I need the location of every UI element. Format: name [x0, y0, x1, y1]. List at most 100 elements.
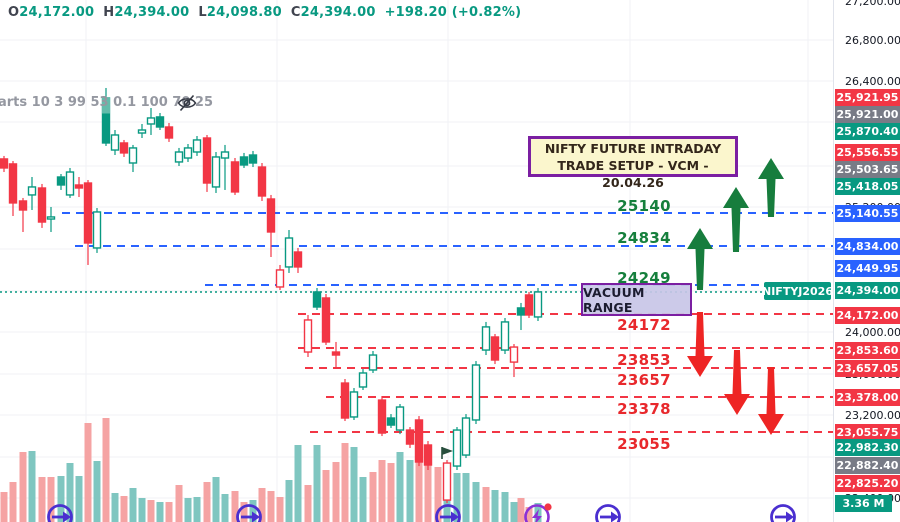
price-axis[interactable]: 27,200.0026,800.0026,400.0025,200.0024,0… — [833, 0, 900, 522]
volume-bar — [491, 490, 499, 522]
candle-body — [284, 237, 294, 268]
volume-bar — [111, 493, 119, 522]
price-label-box: 23,657.05 — [835, 359, 900, 377]
candle-body — [293, 251, 303, 268]
candle-body — [340, 382, 350, 419]
candle-body-cap — [102, 97, 110, 114]
level-lines[interactable] — [0, 212, 833, 433]
level-text-24249[interactable]: 24249 — [617, 269, 671, 287]
cycle-arrow-marker-icon[interactable] — [43, 499, 77, 522]
level-text-24834[interactable]: 24834 — [617, 229, 671, 247]
close-value: 24,394.00 — [300, 5, 376, 20]
candle-body — [74, 184, 84, 189]
volume-bar — [510, 502, 518, 522]
candle-body — [202, 137, 212, 184]
volume-bar — [472, 482, 480, 522]
volume-bar — [84, 423, 92, 522]
price-label-box: 25,140.55 — [835, 204, 900, 222]
axis-tick: 23,200.00 — [845, 409, 900, 422]
volume-bar — [57, 476, 65, 522]
up-arrow-icon — [687, 228, 713, 290]
volume-bar — [387, 463, 395, 522]
candle-body — [405, 429, 415, 445]
volume-bar — [304, 485, 312, 522]
price-label-box: 22,982.30 — [835, 438, 900, 456]
candle-body — [452, 429, 462, 467]
symbol-price-tag: NIFTYJ2026 — [762, 282, 833, 300]
up-arrow-icon — [723, 187, 749, 252]
candle-body — [174, 151, 184, 163]
candle-body — [8, 163, 18, 204]
candle-body — [331, 351, 341, 356]
high-value: 24,394.00 — [114, 5, 190, 20]
volume-bar — [120, 496, 128, 522]
candle-body — [423, 444, 433, 466]
candle-body — [27, 186, 37, 196]
candle-body — [257, 166, 267, 197]
trade-setup-note-box[interactable]: NIFTY FUTURE INTRADAY TRADE SETUP - VCM … — [528, 136, 738, 190]
down-arrow-icon — [724, 350, 750, 415]
candle-body — [303, 319, 313, 353]
candle-body — [119, 142, 129, 154]
cycle-arrow-marker-icon[interactable] — [232, 499, 266, 522]
price-label-box: 24,449.95 — [835, 259, 900, 277]
level-text-23378[interactable]: 23378 — [617, 400, 671, 418]
volume-bar — [285, 480, 293, 522]
price-label-box: 25,921.00 — [835, 105, 900, 123]
price-label-box: 25,556.55 — [835, 143, 900, 161]
candle-body — [358, 372, 368, 388]
setup-note-line1: NIFTY FUTURE INTRADAY — [544, 141, 722, 156]
candles — [0, 87, 543, 503]
vacuum-range-box[interactable]: VACUUM RANGE — [581, 283, 692, 316]
eye-off-icon[interactable] — [176, 92, 198, 114]
volume-bar — [517, 498, 525, 522]
volume-bar — [9, 482, 17, 522]
candle-body — [128, 147, 138, 164]
volume-bar — [38, 477, 46, 522]
cycle-arrow-marker-icon[interactable] — [431, 499, 465, 522]
low-label: L — [198, 5, 207, 20]
volume-bar — [165, 502, 173, 522]
volume-bar — [341, 443, 349, 522]
ohlc-info-bar: O24,172.00 H24,394.00 L24,098.80 C24,394.00… — [8, 5, 521, 20]
level-text-24172[interactable]: 24172 — [617, 316, 671, 334]
flash-marker-icon[interactable] — [521, 499, 555, 522]
candle-body — [461, 417, 471, 456]
candle-body — [275, 269, 285, 288]
volume-bar — [47, 477, 55, 522]
candle-body — [321, 297, 331, 343]
volume-bar — [147, 500, 155, 522]
open-label: O — [8, 5, 20, 20]
volume-bars — [0, 418, 542, 522]
price-label-box: 22,882.40 — [835, 456, 900, 474]
cycle-arrow-marker-icon[interactable] — [766, 499, 800, 522]
price-label-box: 24,172.00 — [835, 306, 900, 324]
candle-body — [83, 182, 93, 244]
level-text-23657[interactable]: 23657 — [617, 371, 671, 389]
volume-bar — [156, 502, 164, 522]
indicator-settings-row[interactable]: arts 10 3 99 53 0.1 100 70 25 — [0, 95, 213, 110]
price-label-box: 25,418.05 — [835, 177, 900, 195]
level-text-25140[interactable]: 25140 — [617, 197, 671, 215]
close-label: C — [290, 5, 301, 20]
price-label-box: 25,503.65 — [835, 160, 900, 178]
candle-body — [395, 406, 405, 431]
price-chart-canvas[interactable] — [0, 0, 833, 522]
candle-body — [509, 346, 519, 363]
volume-bar — [221, 494, 229, 522]
candle-body — [266, 198, 276, 233]
candle-body — [110, 134, 120, 151]
chart-marker-icon[interactable] — [441, 447, 453, 459]
trend-arrows[interactable] — [687, 158, 784, 435]
low-value: 24,098.80 — [206, 5, 282, 20]
cycle-arrow-marker-icon[interactable] — [591, 499, 625, 522]
volume-bar — [396, 452, 404, 522]
candle-body — [500, 321, 510, 351]
level-text-23853[interactable]: 23853 — [617, 351, 671, 369]
candle-body — [312, 291, 322, 308]
axis-tick: 27,200.00 — [845, 0, 900, 8]
candle-body — [183, 147, 193, 159]
level-text-23055[interactable]: 23055 — [617, 435, 671, 453]
volume-bar — [240, 502, 248, 522]
